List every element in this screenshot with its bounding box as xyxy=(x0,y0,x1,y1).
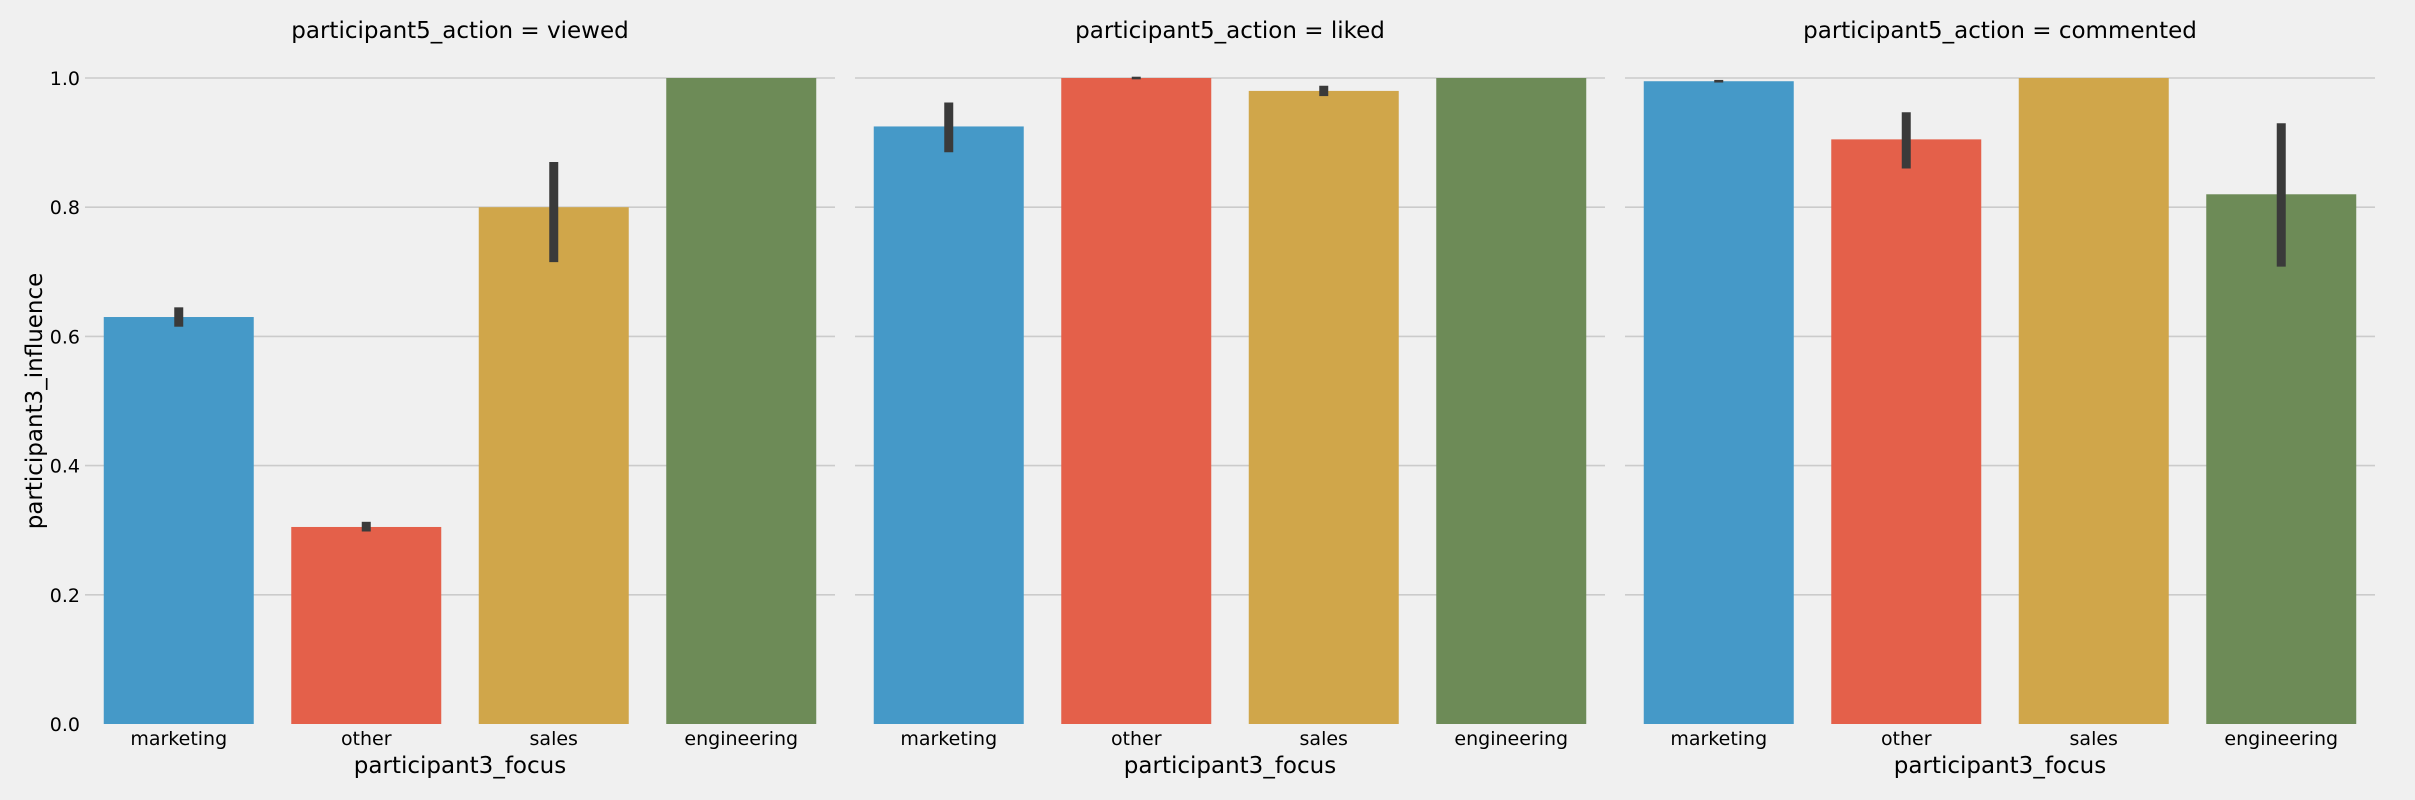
y-tick-label: 0.4 xyxy=(50,456,80,478)
x-tick-label: other xyxy=(1881,728,1932,750)
y-tick-label: 0.2 xyxy=(50,585,80,607)
bar xyxy=(1831,139,1982,724)
y-tick-label: 0.6 xyxy=(50,326,80,348)
bar xyxy=(291,526,442,724)
panel-title: participant5_action = liked xyxy=(1075,18,1385,44)
panel-title: participant5_action = viewed xyxy=(291,18,628,44)
x-axis-label: participant3_focus xyxy=(1124,753,1336,779)
bar xyxy=(666,78,817,724)
bar xyxy=(1643,81,1794,725)
x-tick-label: other xyxy=(1111,728,1162,750)
y-tick-label: 1.0 xyxy=(50,68,80,90)
x-tick-label: marketing xyxy=(1670,728,1767,750)
x-tick-label: marketing xyxy=(900,728,997,750)
panel-title: participant5_action = commented xyxy=(1803,18,2197,44)
bar xyxy=(1061,78,1212,724)
x-tick-label: sales xyxy=(530,728,578,750)
x-tick-label: sales xyxy=(2070,728,2118,750)
y-tick-label: 0.8 xyxy=(50,197,80,219)
bar xyxy=(2018,78,2169,724)
x-tick-label: engineering xyxy=(2224,728,2338,750)
x-tick-label: marketing xyxy=(130,728,227,750)
y-axis-label: participant3_influence xyxy=(22,273,48,530)
y-tick-label: 0.0 xyxy=(50,714,80,736)
x-tick-label: other xyxy=(341,728,392,750)
bar xyxy=(478,207,629,724)
bar xyxy=(2206,194,2357,724)
x-tick-label: engineering xyxy=(1454,728,1568,750)
x-axis-label: participant3_focus xyxy=(1894,753,2106,779)
bar xyxy=(103,317,254,724)
x-tick-label: engineering xyxy=(684,728,798,750)
x-axis-label: participant3_focus xyxy=(354,753,566,779)
bar xyxy=(873,126,1024,724)
bar xyxy=(1436,78,1587,724)
x-tick-label: sales xyxy=(1300,728,1348,750)
bar xyxy=(1248,90,1399,725)
